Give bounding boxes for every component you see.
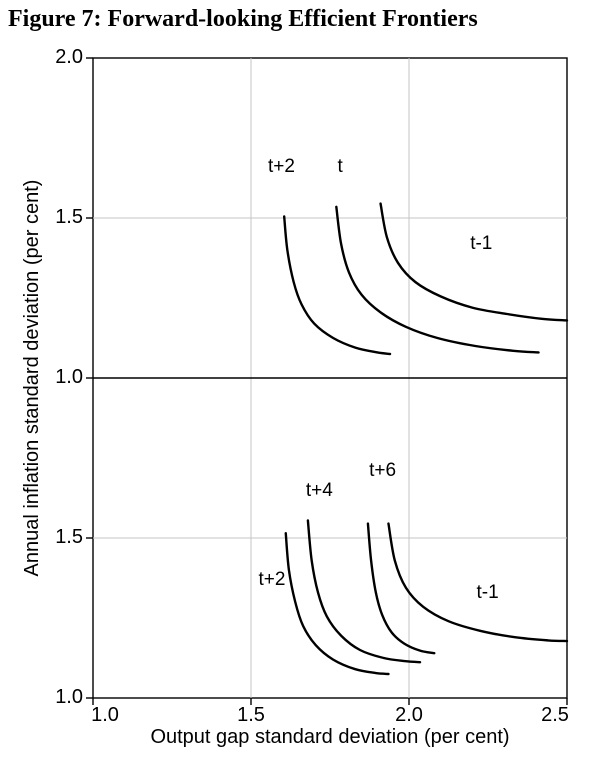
label-bottom-t+2: t+2 <box>258 569 285 591</box>
y-tick-top-2: 2.0 <box>55 46 83 69</box>
y-tick-top-1: 1.5 <box>55 206 83 229</box>
y-tick-top-0: 1.0 <box>55 366 83 389</box>
chart-svg <box>0 0 600 761</box>
x-tick-3: 2.5 <box>535 704 575 727</box>
x-tick-0: 1.0 <box>85 704 125 727</box>
label-top-t: t <box>337 156 342 178</box>
curve-bottom-t+6 <box>368 524 434 654</box>
curve-top-t+2 <box>284 216 390 354</box>
label-bottom-t+6: t+6 <box>369 460 396 482</box>
curve-bottom-t+4 <box>308 520 420 662</box>
label-top-t-1: t-1 <box>470 233 492 255</box>
x-tick-2: 2.0 <box>389 704 429 727</box>
y-tick-bot-1: 1.5 <box>55 526 83 549</box>
label-top-t+2: t+2 <box>268 156 295 178</box>
curve-bottom-t+2 <box>286 533 389 674</box>
label-bottom-t-1: t-1 <box>477 582 499 604</box>
figure-page: Figure 7: Forward-looking Efficient Fron… <box>0 0 600 761</box>
y-tick-bot-0: 1.0 <box>55 686 83 709</box>
label-bottom-t+4: t+4 <box>306 480 333 502</box>
curve-top-t <box>336 207 538 353</box>
x-tick-1: 1.5 <box>231 704 271 727</box>
